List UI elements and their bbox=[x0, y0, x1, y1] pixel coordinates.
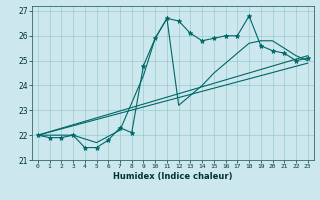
X-axis label: Humidex (Indice chaleur): Humidex (Indice chaleur) bbox=[113, 172, 233, 181]
